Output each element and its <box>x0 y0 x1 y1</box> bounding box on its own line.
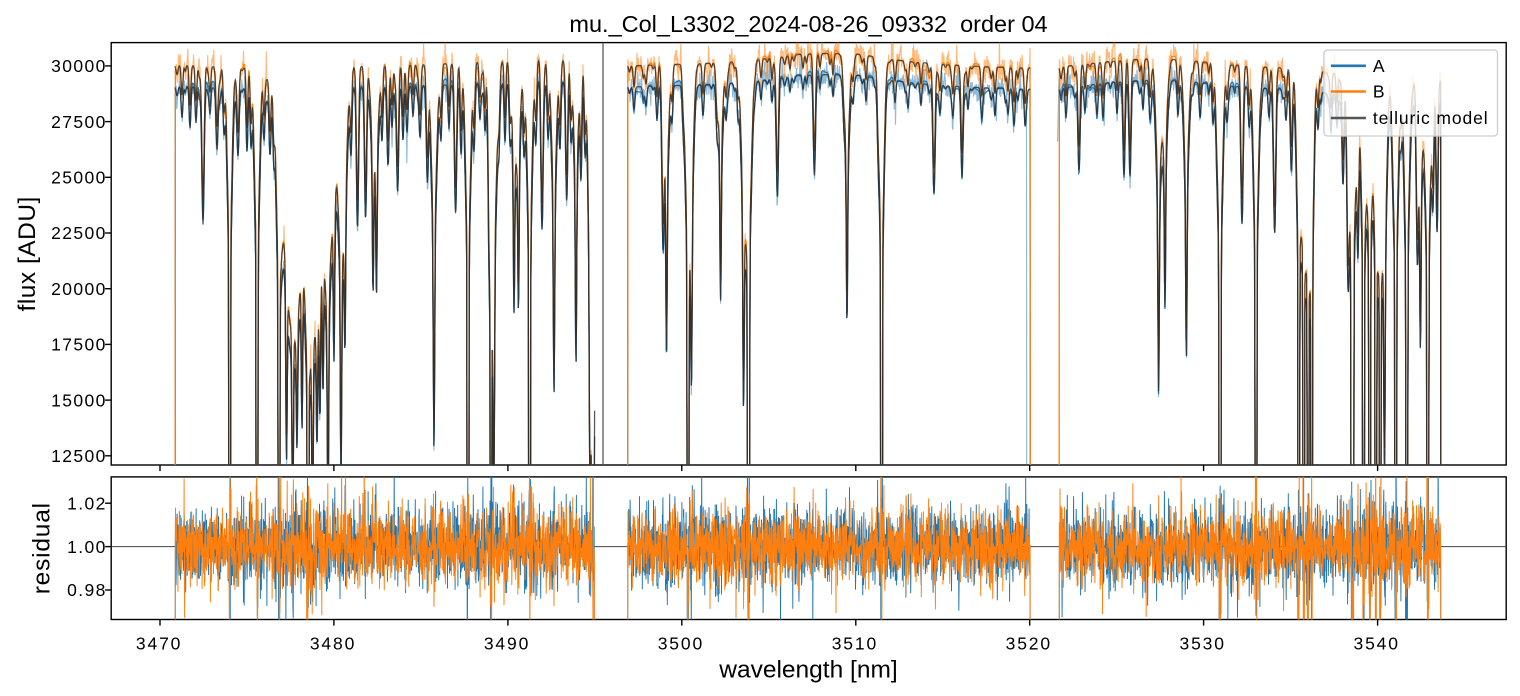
svg-text:1.00: 1.00 <box>67 537 107 557</box>
svg-text:25000: 25000 <box>51 168 107 188</box>
svg-text:3480: 3480 <box>310 634 356 654</box>
svg-text:3530: 3530 <box>1180 634 1226 654</box>
svg-text:30000: 30000 <box>51 56 107 76</box>
svg-text:telluric model: telluric model <box>1373 108 1489 128</box>
svg-text:27500: 27500 <box>51 112 107 132</box>
svg-text:17500: 17500 <box>51 335 107 355</box>
svg-text:mu._Col_L3302_2024-08-26_09332: mu._Col_L3302_2024-08-26_09332 order 04 <box>569 11 1047 37</box>
svg-text:3540: 3540 <box>1354 634 1400 654</box>
svg-text:3490: 3490 <box>484 634 530 654</box>
svg-text:0.98: 0.98 <box>67 580 107 600</box>
svg-text:3520: 3520 <box>1006 634 1052 654</box>
svg-text:3510: 3510 <box>832 634 878 654</box>
svg-text:3470: 3470 <box>136 634 182 654</box>
svg-text:A: A <box>1373 56 1385 76</box>
svg-text:flux [ADU]: flux [ADU] <box>14 196 41 311</box>
svg-text:3500: 3500 <box>658 634 704 654</box>
svg-text:20000: 20000 <box>51 279 107 299</box>
svg-text:residual: residual <box>29 502 56 594</box>
svg-text:15000: 15000 <box>51 390 107 410</box>
svg-text:1.02: 1.02 <box>67 493 107 513</box>
svg-text:B: B <box>1373 82 1385 102</box>
svg-text:12500: 12500 <box>51 446 107 466</box>
svg-text:22500: 22500 <box>51 223 107 243</box>
svg-text:wavelength [nm]: wavelength [nm] <box>718 657 897 684</box>
